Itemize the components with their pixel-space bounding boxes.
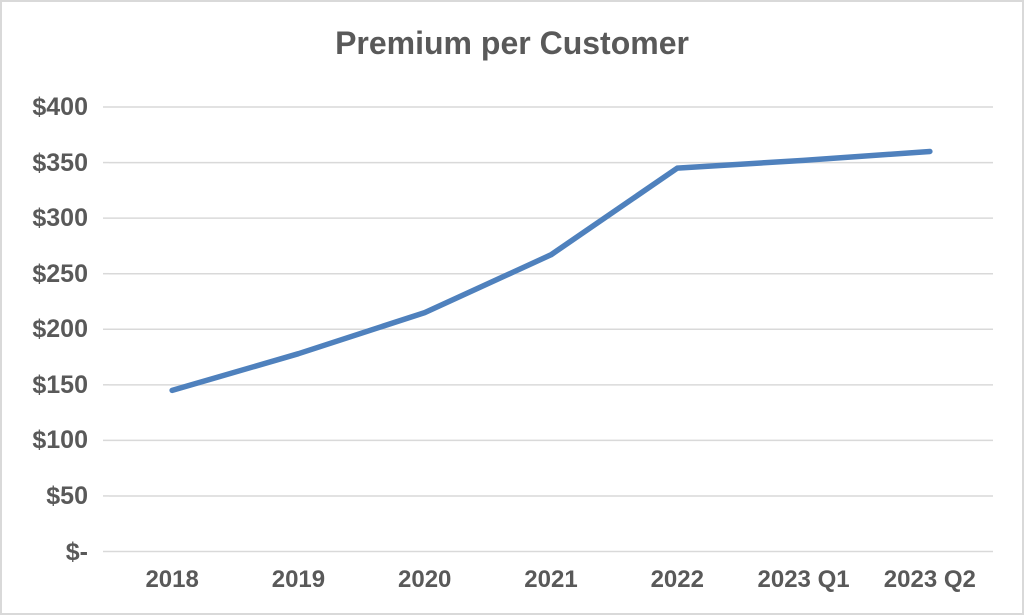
y-tick-label: $100 <box>32 426 88 455</box>
y-tick-label: $250 <box>32 259 88 288</box>
x-axis-label: 2021 <box>524 566 578 593</box>
x-axis-label: 2023 Q2 <box>883 566 976 593</box>
data-line <box>169 148 933 394</box>
y-tick-label: $300 <box>32 204 88 233</box>
chart-title: Premium per Customer <box>335 25 689 61</box>
x-axis-label: 2023 Q1 <box>757 566 850 593</box>
y-tick-label: $150 <box>32 370 88 399</box>
x-axis-label: 2020 <box>398 566 452 593</box>
y-tick-label: $- <box>65 537 88 566</box>
x-axis-label: 2022 <box>650 566 704 593</box>
y-tick-label: $200 <box>32 315 88 344</box>
y-tick-label: $50 <box>46 481 88 510</box>
x-axis-label: 2018 <box>145 566 199 593</box>
x-axis-label: 2019 <box>271 566 326 593</box>
y-tick-label: $350 <box>32 148 88 177</box>
y-tick-label: $400 <box>32 93 88 121</box>
